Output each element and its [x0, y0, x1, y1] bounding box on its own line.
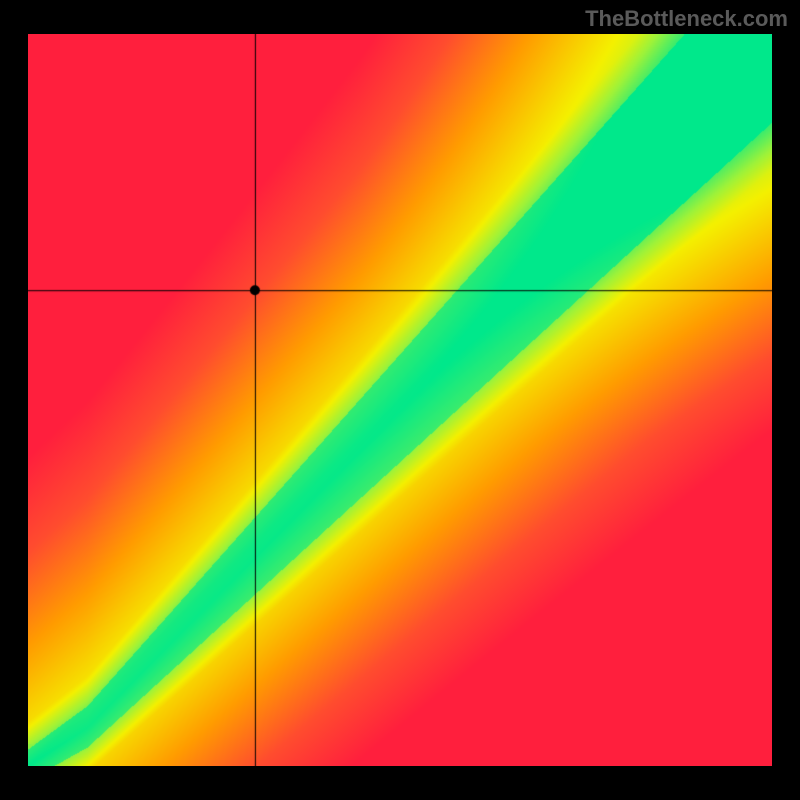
watermark-text: TheBottleneck.com: [585, 6, 788, 32]
heatmap-canvas: [28, 34, 772, 766]
chart-frame: TheBottleneck.com: [0, 0, 800, 800]
plot-area: [28, 34, 772, 766]
